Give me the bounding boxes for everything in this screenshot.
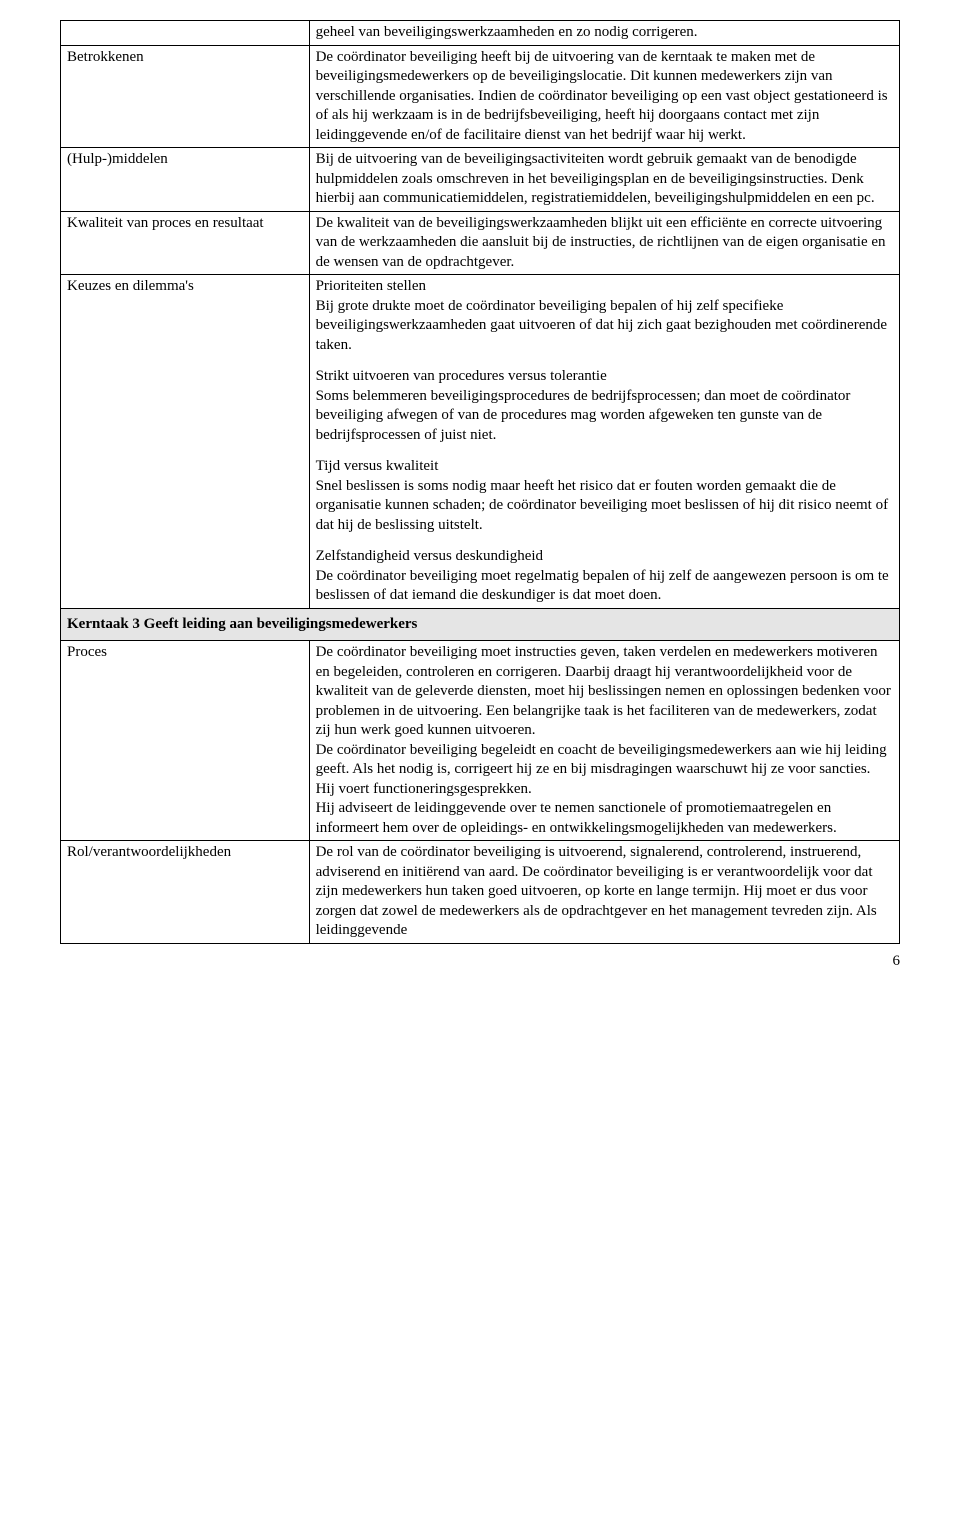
row-content: De rol van de coördinator beveiliging is…: [309, 841, 899, 944]
row-label: [61, 21, 310, 46]
paragraph: Tijd versus kwaliteitSnel beslissen is s…: [316, 457, 893, 535]
page-number: 6: [60, 952, 900, 972]
paragraph: Strikt uitvoeren van procedures versus t…: [316, 367, 893, 445]
page: geheel van beveiligingswerkzaamheden en …: [0, 0, 960, 1011]
section-header: Kerntaak 3 Geeft leiding aan beveiliging…: [61, 608, 900, 641]
paragraph: Prioriteiten stellenBij grote drukte moe…: [316, 277, 893, 355]
paragraph: Hij adviseert de leidinggevende over te …: [316, 799, 893, 838]
row-content: De coördinator beveiliging moet instruct…: [309, 641, 899, 841]
table-row: Keuzes en dilemma's Prioriteiten stellen…: [61, 275, 900, 609]
row-label: Keuzes en dilemma's: [61, 275, 310, 609]
table-row: (Hulp-)middelen Bij de uitvoering van de…: [61, 148, 900, 212]
row-content: Prioriteiten stellenBij grote drukte moe…: [309, 275, 899, 609]
content-table: geheel van beveiligingswerkzaamheden en …: [60, 20, 900, 944]
row-label: Betrokkenen: [61, 45, 310, 148]
row-label: Kwaliteit van proces en resultaat: [61, 211, 310, 275]
paragraph: De coördinator beveiliging moet instruct…: [316, 643, 893, 741]
row-content: De kwaliteit van de beveiligingswerkzaam…: [309, 211, 899, 275]
paragraph: De coördinator beveiliging begeleidt en …: [316, 741, 893, 800]
row-label: (Hulp-)middelen: [61, 148, 310, 212]
row-content: De coördinator beveiliging heeft bij de …: [309, 45, 899, 148]
row-content: geheel van beveiligingswerkzaamheden en …: [309, 21, 899, 46]
table-row: Proces De coördinator beveiliging moet i…: [61, 641, 900, 841]
row-content: Bij de uitvoering van de beveiligingsact…: [309, 148, 899, 212]
paragraph: Zelfstandigheid versus deskundigheidDe c…: [316, 547, 893, 606]
table-row: Rol/verantwoordelijkheden De rol van de …: [61, 841, 900, 944]
section-header-row: Kerntaak 3 Geeft leiding aan beveiliging…: [61, 608, 900, 641]
table-row: Betrokkenen De coördinator beveiliging h…: [61, 45, 900, 148]
table-row: geheel van beveiligingswerkzaamheden en …: [61, 21, 900, 46]
row-label: Rol/verantwoordelijkheden: [61, 841, 310, 944]
row-label: Proces: [61, 641, 310, 841]
table-row: Kwaliteit van proces en resultaat De kwa…: [61, 211, 900, 275]
